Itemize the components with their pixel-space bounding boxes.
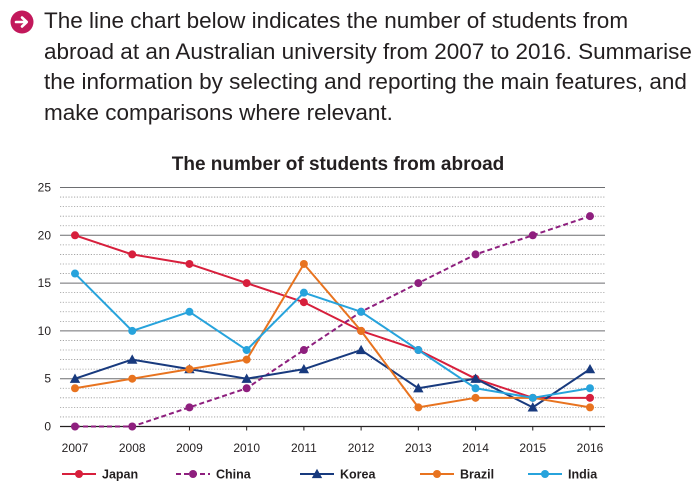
x-tick-label: 2015 bbox=[519, 441, 546, 455]
data-point-india bbox=[185, 307, 194, 316]
y-tick-label: 25 bbox=[38, 181, 52, 195]
arrow-right-circle-icon bbox=[10, 10, 34, 34]
series-line-india bbox=[74, 272, 591, 399]
legend: Japan China Korea Brazil India bbox=[62, 468, 598, 482]
data-point-brazil bbox=[586, 403, 594, 412]
data-point-china bbox=[71, 422, 79, 431]
data-point-china bbox=[528, 231, 537, 240]
data-point-china bbox=[185, 403, 194, 412]
series-brazil bbox=[71, 259, 594, 412]
data-point-brazil bbox=[357, 326, 366, 335]
legend-item-japan: Japan bbox=[62, 468, 138, 482]
legend-label-brazil: Brazil bbox=[460, 468, 494, 482]
legend-label-china: China bbox=[216, 468, 252, 482]
data-point-india bbox=[586, 384, 594, 393]
data-point-china bbox=[242, 384, 251, 393]
legend-item-brazil: Brazil bbox=[420, 468, 494, 482]
data-point-korea bbox=[527, 402, 538, 412]
series-line-china bbox=[75, 215, 591, 428]
data-point-india bbox=[357, 307, 366, 316]
x-tick-label: 2011 bbox=[291, 441, 317, 455]
data-point-korea bbox=[584, 363, 596, 374]
data-point-brazil bbox=[299, 259, 308, 268]
legend-marker-japan bbox=[75, 470, 83, 478]
y-tick-label: 20 bbox=[38, 228, 52, 242]
data-point-japan bbox=[71, 231, 79, 240]
data-point-brazil bbox=[414, 403, 423, 412]
data-point-japan bbox=[299, 298, 308, 307]
legend-label-india: India bbox=[568, 468, 598, 482]
data-point-japan bbox=[586, 393, 594, 402]
series-group bbox=[69, 212, 596, 431]
data-point-china bbox=[299, 346, 308, 355]
data-point-brazil bbox=[185, 365, 194, 374]
legend-label-korea: Korea bbox=[340, 468, 376, 482]
data-point-india bbox=[471, 384, 480, 393]
data-point-japan bbox=[185, 259, 194, 268]
data-point-korea bbox=[298, 363, 310, 374]
data-point-korea bbox=[241, 373, 252, 383]
grid bbox=[60, 187, 605, 428]
x-tick-label: 2012 bbox=[348, 441, 375, 455]
data-point-china bbox=[414, 279, 423, 288]
data-point-brazil bbox=[128, 374, 137, 383]
x-tick-label: 2013 bbox=[405, 441, 432, 455]
legend-marker-korea bbox=[311, 468, 323, 479]
data-point-india bbox=[414, 346, 423, 355]
data-point-brazil bbox=[242, 355, 251, 364]
data-point-japan bbox=[242, 279, 251, 288]
data-point-india bbox=[528, 393, 537, 402]
prompt-text: The line chart below indicates the numbe… bbox=[44, 8, 692, 125]
legend-marker-china bbox=[189, 470, 197, 478]
data-point-china bbox=[471, 250, 480, 259]
legend-marker-brazil bbox=[433, 470, 441, 478]
data-point-china bbox=[128, 422, 137, 431]
data-point-india bbox=[71, 269, 79, 278]
x-tick-label: 2008 bbox=[119, 441, 146, 455]
axes: 0 5 10 15 20 25 2007 2008 2009 2010 2011 2012 2013 20… bbox=[38, 181, 604, 456]
legend-item-india: India bbox=[528, 468, 598, 482]
data-point-korea bbox=[355, 344, 367, 355]
data-point-india bbox=[128, 326, 137, 335]
legend-item-korea: Korea bbox=[300, 468, 376, 482]
chart-title: The number of students from abroad bbox=[172, 154, 505, 175]
data-point-korea bbox=[69, 373, 81, 383]
data-point-korea bbox=[127, 354, 138, 364]
x-tick-label: 2016 bbox=[577, 441, 604, 455]
data-point-brazil bbox=[471, 393, 480, 402]
series-india bbox=[71, 269, 594, 402]
series-line-japan bbox=[74, 234, 590, 399]
data-point-korea bbox=[470, 373, 481, 383]
x-tick-label: 2010 bbox=[233, 441, 260, 455]
data-point-brazil bbox=[71, 384, 79, 393]
series-line-brazil bbox=[74, 262, 591, 409]
series-korea bbox=[69, 344, 596, 412]
data-point-korea bbox=[413, 383, 424, 393]
x-tick-label: 2009 bbox=[176, 441, 203, 455]
y-tick-label: 15 bbox=[38, 276, 52, 290]
x-tick-label: 2007 bbox=[62, 441, 89, 455]
y-tick-label: 5 bbox=[44, 372, 51, 386]
x-tick-label: 2014 bbox=[462, 441, 489, 455]
data-point-japan bbox=[128, 250, 137, 259]
data-point-china bbox=[586, 212, 594, 221]
legend-marker-india bbox=[541, 470, 549, 478]
legend-item-china: China bbox=[176, 468, 252, 482]
y-tick-label: 0 bbox=[44, 420, 51, 434]
legend-label-japan: Japan bbox=[102, 468, 138, 482]
y-tick-label: 10 bbox=[38, 324, 52, 338]
data-point-india bbox=[299, 288, 308, 297]
data-point-india bbox=[242, 346, 251, 355]
